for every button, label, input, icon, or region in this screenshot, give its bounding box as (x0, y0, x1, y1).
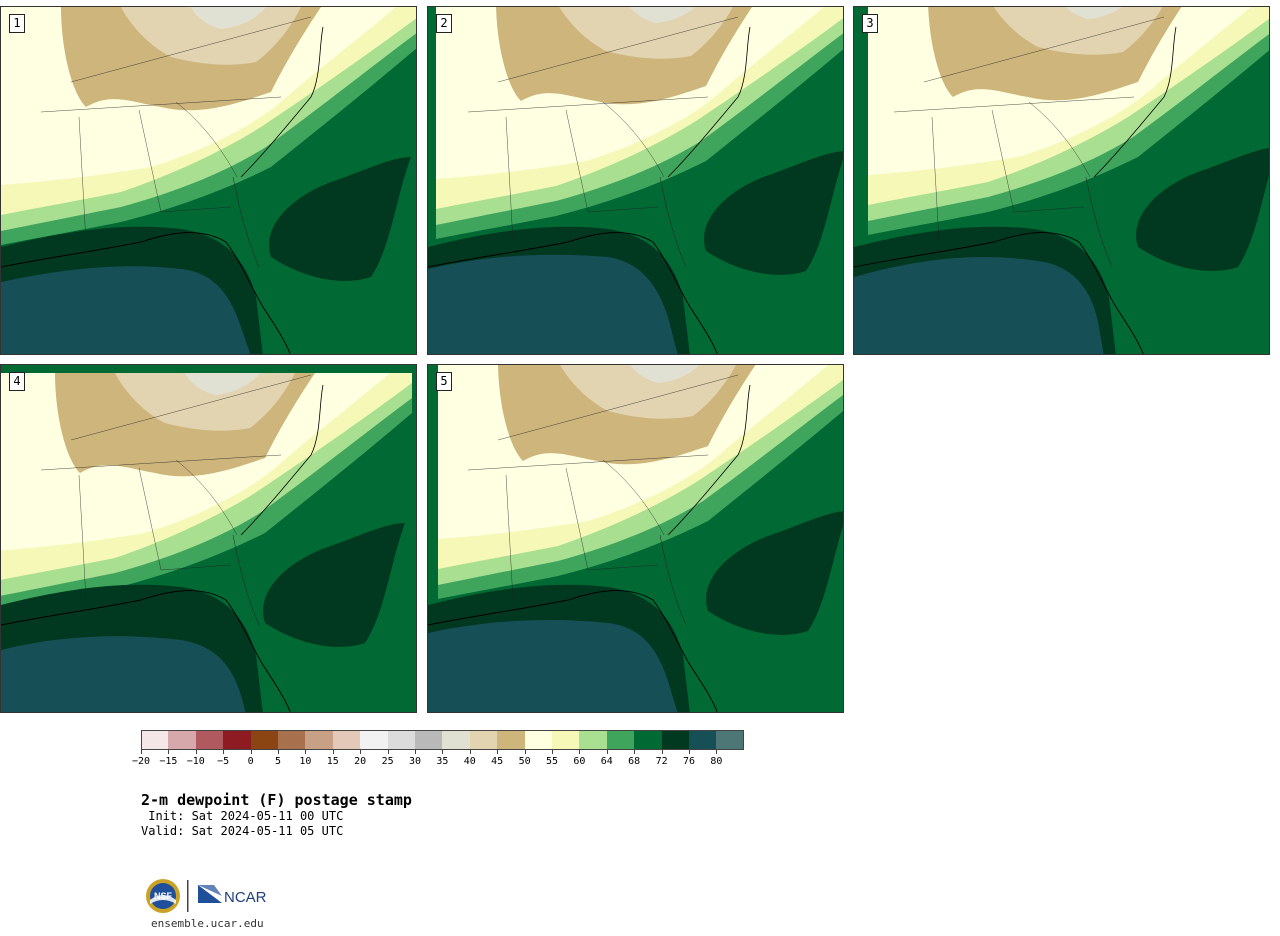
colorbar-tick-label: 25 (381, 756, 394, 767)
colorbar-segment (278, 730, 306, 750)
colorbar-tickmark (634, 750, 636, 754)
colorbar-tick-label: 80 (710, 756, 723, 767)
colorbar-segment (415, 730, 443, 750)
colorbar-tickmark (716, 750, 718, 754)
colorbar-tickmark (250, 750, 252, 754)
colorbar-segment (552, 730, 580, 750)
map-panel-5: 5 (427, 364, 844, 713)
colorbar-segment (195, 730, 224, 750)
colorbar-tickmark (360, 750, 362, 754)
colorbar-segment (469, 730, 498, 750)
colorbar-tickmark (387, 750, 389, 754)
colorbar-tickmark (141, 750, 142, 754)
colorbar-tick-label: 10 (299, 756, 312, 767)
colorbar-segment (442, 730, 471, 750)
colorbar-tick-label: −5 (217, 756, 230, 767)
colorbar-tick-label: 15 (326, 756, 339, 767)
colorbar-segment (250, 730, 279, 750)
colorbar-tickmark (415, 750, 416, 754)
colorbar-tickmark (524, 750, 526, 754)
colorbar-segment (689, 730, 717, 750)
map-panel-4: 4 (0, 364, 417, 713)
colorbar-tick-label: 35 (436, 756, 449, 767)
colorbar-segment (332, 730, 361, 750)
colorbar-segment (524, 730, 553, 750)
colorbar-tickmark (195, 750, 197, 754)
colorbar-segment (634, 730, 663, 750)
member-label: 3 (862, 14, 878, 33)
colorbar-tickmark (332, 750, 334, 754)
colorbar-segment (168, 730, 197, 750)
site-url: ensemble.ucar.edu (151, 917, 264, 930)
colorbar-tick-label: 45 (491, 756, 504, 767)
colorbar-segment (387, 730, 416, 750)
colorbar-tick-label: 50 (518, 756, 531, 767)
colorbar-tickmark (552, 750, 553, 754)
member-label: 5 (436, 372, 452, 391)
nsf-logo-text: NSF (154, 891, 173, 901)
colorbar-tick-label: 68 (628, 756, 641, 767)
colorbar-tick-label: 30 (408, 756, 422, 767)
colorbar-tick-label: −10 (186, 756, 205, 767)
map-panel-2: 2 (427, 6, 844, 355)
colorbar-tickmark (661, 750, 663, 754)
colorbar-tickmark (223, 750, 225, 754)
colorbar-tickmark (497, 750, 499, 754)
colorbar-tick-label: 40 (463, 756, 476, 767)
colorbar-tick-label: 55 (545, 756, 559, 767)
colorbar-tick-label: 60 (573, 756, 586, 767)
colorbar-tickmark (469, 750, 471, 754)
colorbar-segment (579, 730, 608, 750)
member-label: 4 (9, 372, 25, 391)
colorbar-tickmark (305, 750, 307, 754)
colorbar-tickmark (606, 750, 608, 754)
colorbar-tickmark (689, 750, 690, 754)
colorbar-segment (606, 730, 635, 750)
colorbar-segment (141, 730, 169, 750)
plot-title: 2-m dewpoint (F) postage stamp (141, 791, 412, 809)
colorbar-segment (360, 730, 389, 750)
colorbar-segment (305, 730, 334, 750)
colorbar-segment (661, 730, 690, 750)
colorbar-tick-label: 76 (682, 756, 696, 767)
member-label: 1 (9, 14, 25, 33)
colorbar-tickmark (442, 750, 444, 754)
colorbar-frame (141, 730, 744, 750)
colorbar-tick-label: 64 (600, 756, 613, 767)
colorbar-tick-label: 5 (274, 756, 282, 767)
nsf-logo-icon: NSF NCAR (146, 879, 267, 913)
colorbar-tick-label: 72 (655, 756, 668, 767)
init-time: Init: Sat 2024-05-11 00 UTC (141, 809, 344, 823)
ncar-logo-text: NCAR (224, 889, 267, 906)
colorbar-tickmark (278, 750, 279, 754)
colorbar-segment (716, 730, 745, 750)
colorbar-tickmark (579, 750, 581, 754)
valid-time: Valid: Sat 2024-05-11 05 UTC (141, 824, 344, 838)
member-label: 2 (436, 14, 452, 33)
colorbar-segment (223, 730, 252, 750)
colorbar-tick-label: −20 (131, 756, 151, 767)
colorbar-tick-label: 0 (247, 756, 254, 767)
map-panel-3: 3 (853, 6, 1270, 355)
sponsor-logos: NSF NCAR (144, 876, 284, 916)
colorbar-tickmark (168, 750, 170, 754)
colorbar-tick-label: 20 (354, 756, 367, 767)
map-panel-1: 1 (0, 6, 417, 355)
colorbar-tick-label: −15 (159, 756, 178, 767)
colorbar-segment (497, 730, 526, 750)
